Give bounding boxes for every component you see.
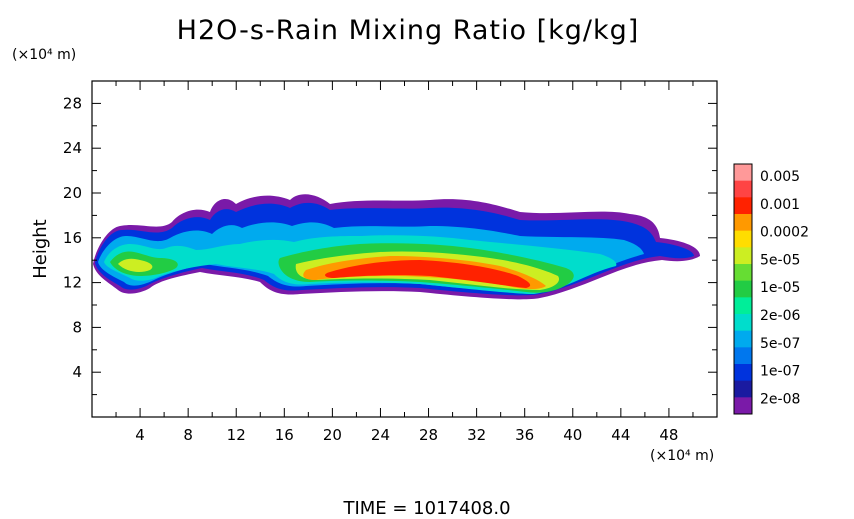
colorbar-label: 5e-05 [760,252,800,268]
x-tick-label: 28 [419,426,438,444]
colorbar-segment [734,364,752,382]
y-tick-label: 4 [72,363,82,381]
y-axis-label: Height [30,219,51,279]
colorbar-segment [734,280,752,298]
colorbar-segment [734,397,752,415]
colorbar-segment [734,230,752,248]
colorbar-label: 2e-06 [760,308,800,324]
colorbar: 0.005 0.001 0.0002 5e-05 1e-05 2e-06 5e-07 1e-0… [733,163,809,415]
colorbar-frame [733,163,753,415]
x-tick-label: 44 [611,426,630,444]
colorbar-label: 0.001 [760,197,800,213]
x-tick-label: 36 [515,426,534,444]
colorbar-label: 5e-07 [760,336,800,352]
y-tick-label: 16 [63,229,82,247]
x-tick-label: 40 [563,426,582,444]
colorbar-segment [734,330,752,348]
colorbar-segment [734,380,752,398]
x-tick-label: 8 [183,426,193,444]
x-tick-label: 4 [135,426,145,444]
x-tick-label: 24 [371,426,390,444]
colorbar-segment [734,180,752,198]
colorbar-label: 0.0002 [760,225,809,241]
colorbar-label: 2e-08 [760,391,800,407]
chart-title: H2O-s-Rain Mixing Ratio [kg/kg] [177,15,640,46]
colorbar-label: 0.005 [760,169,800,185]
colorbar-segment [734,264,752,282]
contour-field [93,194,700,300]
y-unit-label: (×10⁴ m) [12,47,76,63]
colorbar-segment [734,247,752,265]
colorbar-segment [734,214,752,232]
colorbar-segment [734,297,752,315]
colorbar-segment [734,347,752,365]
colorbar-segment [734,197,752,215]
contour-0.001 [325,260,531,288]
y-tick-label: 28 [63,94,82,112]
x-tick-label: 32 [467,426,486,444]
y-tick-label: 12 [63,274,82,292]
colorbar-segment [734,314,752,332]
x-tick-label: 16 [275,426,294,444]
y-tick-label: 8 [72,318,82,336]
x-unit-label: (×10⁴ m) [650,448,714,464]
x-tick-label: 48 [659,426,678,444]
x-tick-label: 20 [323,426,342,444]
time-footer: TIME = 1017408.0 [342,498,510,519]
colorbar-label: 1e-05 [760,280,800,296]
x-tick-label: 12 [227,426,246,444]
y-tick-label: 24 [63,139,82,157]
colorbar-segment [734,164,752,182]
y-tick-label: 20 [63,184,82,202]
colorbar-label: 1e-07 [760,364,800,380]
